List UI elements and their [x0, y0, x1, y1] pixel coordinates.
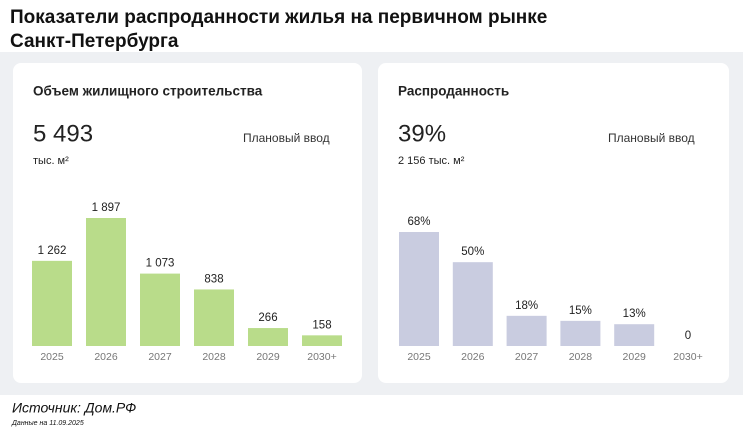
value-label: 68% [407, 216, 430, 228]
x-tick-label: 2029 [256, 351, 280, 363]
value-label: 18% [515, 300, 538, 312]
bar [194, 289, 234, 346]
value-label: 1 262 [38, 245, 67, 257]
x-tick-label: 2030+ [307, 351, 337, 363]
value-label: 15% [569, 305, 592, 317]
x-tick-label: 2030+ [673, 351, 703, 363]
x-tick-label: 2025 [40, 351, 64, 363]
value-label: 266 [258, 312, 277, 324]
x-tick-label: 2028 [202, 351, 226, 363]
headline-unit: тыс. м² [33, 155, 69, 167]
source: Источник: Дом.РФ [12, 400, 136, 416]
x-tick-label: 2027 [148, 351, 172, 363]
bar [140, 273, 180, 346]
value-label: 50% [461, 246, 484, 258]
value-label: 838 [204, 273, 223, 285]
title-line: Санкт-Петербурга [10, 31, 179, 52]
bar [614, 324, 655, 346]
bar [302, 335, 342, 346]
bar [560, 320, 601, 346]
x-tick-label: 2028 [569, 351, 593, 363]
value-label: 158 [312, 319, 331, 331]
headline-unit: 2 156 тыс. м² [398, 155, 465, 167]
headline: 39% [398, 120, 446, 147]
value-label: 13% [623, 308, 646, 320]
card-title: Объем жилищного строительства [33, 84, 263, 99]
page-title: Показатели распроданности жилья на перви… [10, 7, 553, 52]
card-title: Распроданность [398, 84, 509, 99]
x-tick-label: 2027 [515, 351, 539, 363]
title-line: Показатели распроданности жилья на перви… [10, 7, 547, 28]
bar [32, 260, 72, 346]
value-label: 1 073 [146, 258, 175, 270]
note: Плановый ввод [243, 131, 330, 145]
x-tick-label: 2025 [407, 351, 431, 363]
x-tick-label: 2029 [623, 351, 647, 363]
bar [506, 315, 547, 346]
x-tick-label: 2026 [461, 351, 485, 363]
bar [399, 232, 439, 346]
x-tick-label: 2026 [94, 351, 118, 363]
bar [248, 328, 288, 346]
bar [452, 262, 493, 346]
note: Плановый ввод [608, 131, 695, 145]
bar [86, 218, 126, 346]
value-label: 1 897 [92, 202, 121, 214]
value-label: 0 [685, 330, 691, 342]
date-note: Данные на 11.09.2025 [11, 420, 84, 427]
headline: 5 493 [33, 120, 93, 147]
